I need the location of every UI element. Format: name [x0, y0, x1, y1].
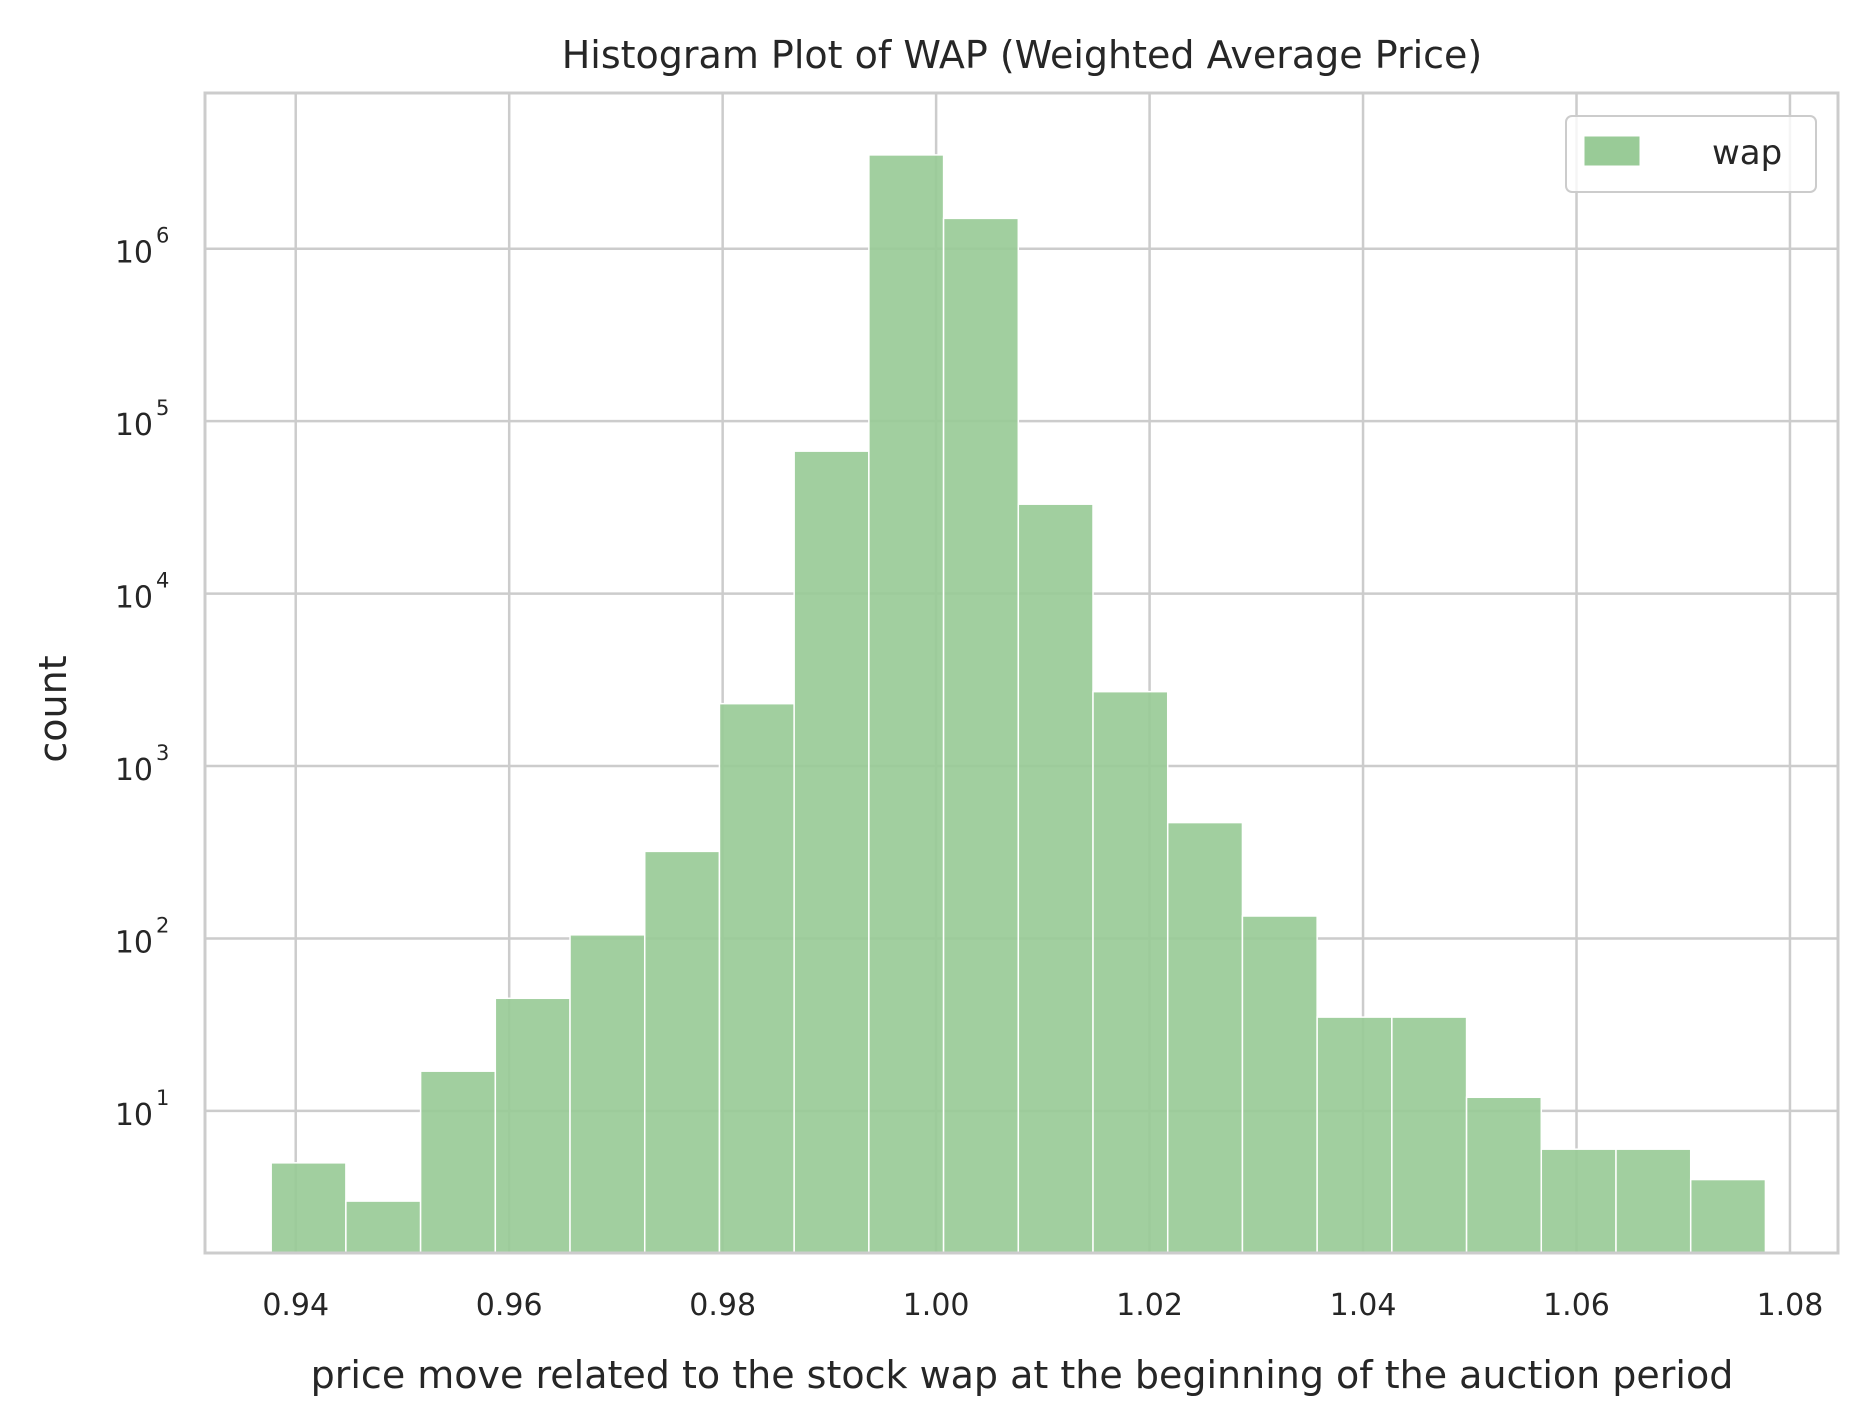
histogram-bar [1615, 1148, 1692, 1254]
x-tick-label: 1.06 [1543, 1288, 1610, 1323]
histogram-bar [419, 1070, 497, 1254]
x-tick-label: 1.08 [1757, 1288, 1824, 1323]
legend-box [1565, 115, 1817, 193]
y-axis-label: count [31, 655, 75, 762]
y-tick-label: 10 [115, 753, 153, 788]
histogram-bars [270, 154, 1767, 1254]
y-tick-label: 10 [115, 1098, 153, 1133]
legend: wap [1565, 115, 1817, 193]
x-tick-label: 1.00 [903, 1288, 970, 1323]
x-tick-label: 0.94 [262, 1288, 329, 1323]
y-tick-exponent: 1 [156, 1086, 169, 1110]
histogram-bar [718, 702, 795, 1254]
y-tick-exponent: 3 [156, 741, 169, 765]
y-tick-exponent: 5 [156, 396, 169, 420]
histogram-bar [345, 1200, 422, 1254]
x-tick-label: 1.02 [1116, 1288, 1183, 1323]
legend-swatch-wap [1583, 135, 1641, 167]
x-axis-label: price move related to the stock wap at t… [311, 1353, 1734, 1397]
y-tick-exponent: 4 [156, 569, 169, 593]
histogram-bar [1241, 915, 1318, 1254]
x-tick-label: 1.04 [1330, 1288, 1397, 1323]
y-tick-label: 10 [115, 581, 153, 616]
histogram-bar [494, 997, 571, 1254]
histogram-bar [1166, 821, 1244, 1254]
histogram-bar [942, 217, 1020, 1254]
x-tick-label: 0.96 [476, 1288, 543, 1323]
x-axis-ticks: 0.94 0.96 0.98 1.00 1.02 1.04 1.06 1.08 [262, 1288, 1823, 1323]
histogram-bar [793, 450, 870, 1254]
y-tick-exponent: 6 [156, 224, 169, 248]
legend-label-wap: wap [1712, 133, 1782, 173]
histogram-bar [1465, 1096, 1543, 1254]
histogram-bar [643, 850, 721, 1254]
histogram-bar [270, 1162, 347, 1254]
plot-frame [203, 91, 1840, 1255]
histogram-bar [1316, 1016, 1393, 1254]
y-tick-exponent: 2 [156, 913, 169, 937]
chart-title: Histogram Plot of WAP (Weighted Average … [562, 33, 1483, 77]
histogram-bar [1017, 503, 1094, 1254]
histogram-bar [1689, 1178, 1767, 1254]
histogram-bar [569, 934, 646, 1254]
y-tick-label: 10 [115, 925, 153, 960]
histogram-bar [1391, 1016, 1468, 1254]
x-tick-label: 0.98 [689, 1288, 756, 1323]
histogram-bar [1540, 1148, 1617, 1254]
y-tick-label: 10 [115, 408, 153, 443]
y-tick-label: 10 [115, 236, 153, 271]
plot-border [203, 91, 1840, 1255]
histogram-bar [1092, 690, 1169, 1254]
histogram-bar [868, 154, 945, 1254]
